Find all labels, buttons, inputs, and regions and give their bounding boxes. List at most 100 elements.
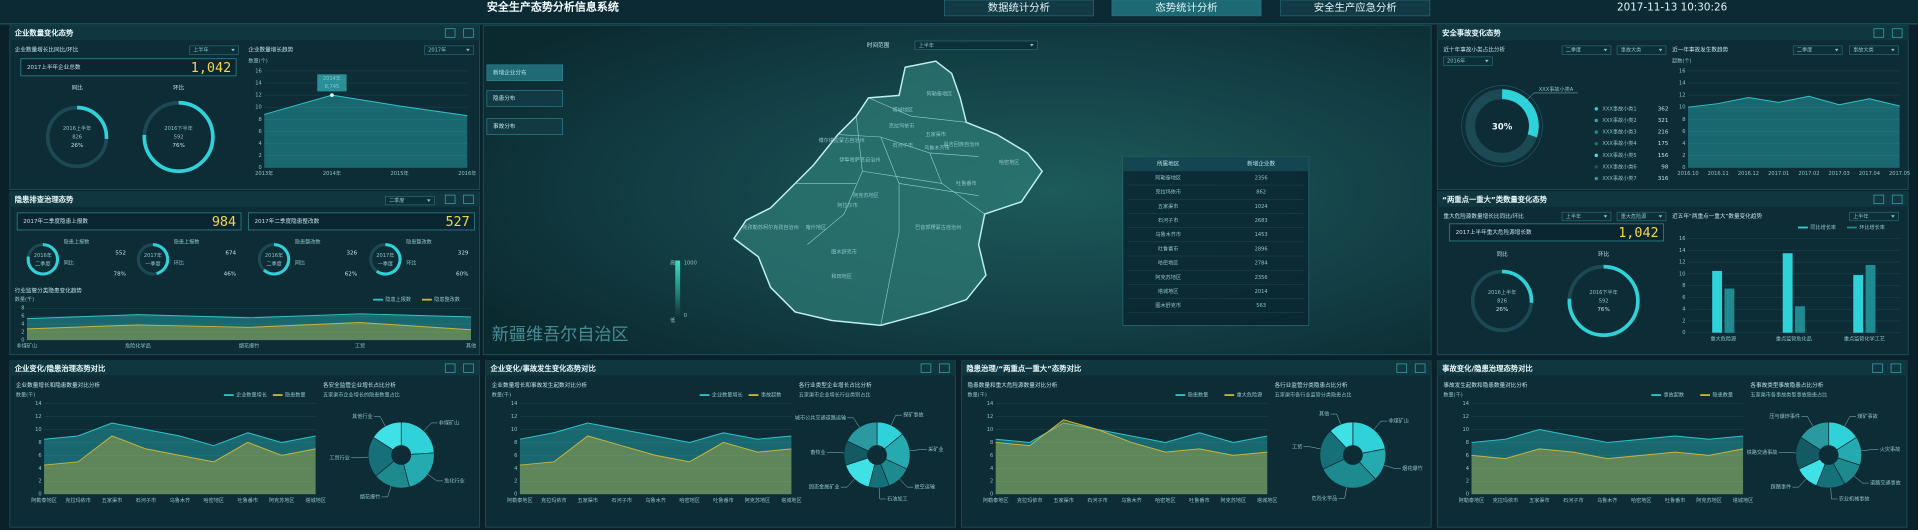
dropdown-arrow <box>231 48 235 52</box>
x-tick-label: 塔城地区 <box>1257 496 1278 504</box>
y-tick-label: 8 <box>1466 440 1469 446</box>
x-tick-label: 克拉玛依市 <box>541 496 567 504</box>
section-title: 企业数量增长和隐患数量对比分析 <box>16 381 101 389</box>
pie-label: 航空运输 <box>915 483 936 491</box>
panel-icon[interactable] <box>444 28 456 38</box>
x-tick-label: 石河子市 <box>136 496 157 504</box>
gauge-arc <box>1501 89 1539 138</box>
pie-label: 其他 <box>1319 410 1329 418</box>
item-value: 362 <box>1658 106 1669 112</box>
dropdown-arrow <box>1891 48 1895 52</box>
gauge-count: 592 <box>1599 298 1609 304</box>
y-tick-label: 14 <box>1679 81 1686 87</box>
map-button[interactable] <box>486 90 563 107</box>
map-button[interactable] <box>486 118 563 135</box>
tab[interactable] <box>944 0 1094 17</box>
area <box>995 423 1268 495</box>
pie-hole <box>1342 445 1363 465</box>
gauge-arc <box>77 105 109 139</box>
x-tick-label: 五家渠市 <box>1529 496 1550 504</box>
panel-icon[interactable] <box>1891 194 1903 205</box>
panel-icon[interactable] <box>1414 363 1426 373</box>
panel-title: 安全事故变化态势 <box>1442 29 1501 38</box>
dropdown[interactable] <box>1561 45 1612 55</box>
line <box>1687 95 1900 108</box>
dropdown[interactable] <box>1792 45 1843 55</box>
panel-icon[interactable] <box>444 363 456 373</box>
pie-slice <box>372 421 402 456</box>
dropdown[interactable] <box>1849 211 1899 222</box>
section-title: 各安全监管企业增长占比分析 <box>323 381 396 389</box>
dropdown-value: 上半年 <box>919 41 934 49</box>
y-tick-label: 0 <box>1682 165 1685 171</box>
panel-icon[interactable] <box>463 194 474 205</box>
gauge-period: 2016上半年 <box>63 124 91 132</box>
panel-icon[interactable] <box>463 363 474 373</box>
legend-low-value: 0 <box>684 313 687 319</box>
panel-icon[interactable] <box>463 28 474 38</box>
panel-icon[interactable] <box>939 363 950 373</box>
stat-label: 2017年二季度隐患上报数 <box>23 217 88 225</box>
gauge-count: 592 <box>174 134 184 140</box>
panel-icon[interactable] <box>1873 28 1885 38</box>
x-tick-label: 塔城地区 <box>305 496 326 504</box>
gauge-percent: 76% <box>1597 307 1610 313</box>
dropdown[interactable] <box>385 196 435 206</box>
y-tick-label: 14 <box>35 401 42 407</box>
y-tick-label: 12 <box>1463 414 1470 420</box>
dropdown-value: 上半年 <box>1853 212 1868 220</box>
panel-icon[interactable] <box>1890 363 1902 373</box>
gauge-count: 826 <box>1497 298 1507 304</box>
y-tick-label: 12 <box>1679 93 1686 99</box>
gauge-period: 2016年 <box>34 251 52 259</box>
pie-label: 压与爆炸事件 <box>1769 412 1800 420</box>
line <box>264 94 468 117</box>
x-tick-label: 危险化学品 <box>125 342 151 350</box>
line <box>1471 448 1744 460</box>
datetime: 2017-11-13 10:30:26 <box>1617 1 1727 13</box>
section-subtitle: 五家渠市企业增长的隐患数量占比 <box>323 391 400 399</box>
map-button[interactable] <box>486 64 563 82</box>
panel-icon[interactable] <box>920 363 932 373</box>
x-tick-label: 吐鲁番市 <box>1189 496 1210 504</box>
pie-leader <box>1844 416 1857 427</box>
y-tick-label: 8 <box>1682 117 1685 123</box>
dropdown[interactable] <box>1561 211 1612 222</box>
dropdown[interactable] <box>424 45 474 55</box>
dropdown[interactable] <box>1443 56 1493 66</box>
panel-icon[interactable] <box>1872 363 1883 373</box>
y-tick-label: 8 <box>38 440 41 446</box>
panel-title: 企业变化/隐患治理态势对比 <box>14 364 106 373</box>
tab[interactable] <box>1111 0 1262 17</box>
region-label: 和田地区 <box>831 272 852 280</box>
item-value: 216 <box>1658 130 1669 136</box>
table-cell: 2683 <box>1255 218 1268 224</box>
x-tick-label: 石河子市 <box>611 496 632 504</box>
y-tick-label: 6 <box>259 129 262 135</box>
table-cell: 五家渠市 <box>1158 202 1179 210</box>
panel-icon[interactable] <box>444 194 456 205</box>
dropdown[interactable] <box>1616 211 1667 222</box>
pie-label: 城市公共交通道路运输 <box>795 413 846 421</box>
panel-icon[interactable] <box>1873 194 1885 205</box>
section-title: 重大危险源数量增长比同比/环比 <box>1443 212 1524 220</box>
pie-leader <box>1384 464 1401 469</box>
dropdown[interactable] <box>1849 45 1899 55</box>
dropdown[interactable] <box>1616 45 1667 55</box>
panel-icon[interactable] <box>1891 28 1903 38</box>
table-cell: 2356 <box>1255 275 1268 281</box>
stat-box <box>16 212 242 231</box>
pie-slice <box>400 421 435 456</box>
pie-slice <box>1800 421 1830 456</box>
tab[interactable] <box>1280 0 1431 17</box>
pie-label: 探矿事故 <box>903 411 924 419</box>
dropdown[interactable] <box>914 40 1038 50</box>
panel-icon[interactable] <box>1396 363 1408 373</box>
x-tick-label: 2016.12 <box>1738 171 1759 177</box>
area <box>1471 448 1744 495</box>
x-tick-label: 乌鲁木齐 <box>170 496 191 504</box>
pie-leader <box>890 414 902 426</box>
dropdown[interactable] <box>189 45 239 55</box>
region-label: 克孜勒苏柯尔克孜自治州 <box>742 223 798 231</box>
region-label: 塔城地区 <box>892 106 913 114</box>
